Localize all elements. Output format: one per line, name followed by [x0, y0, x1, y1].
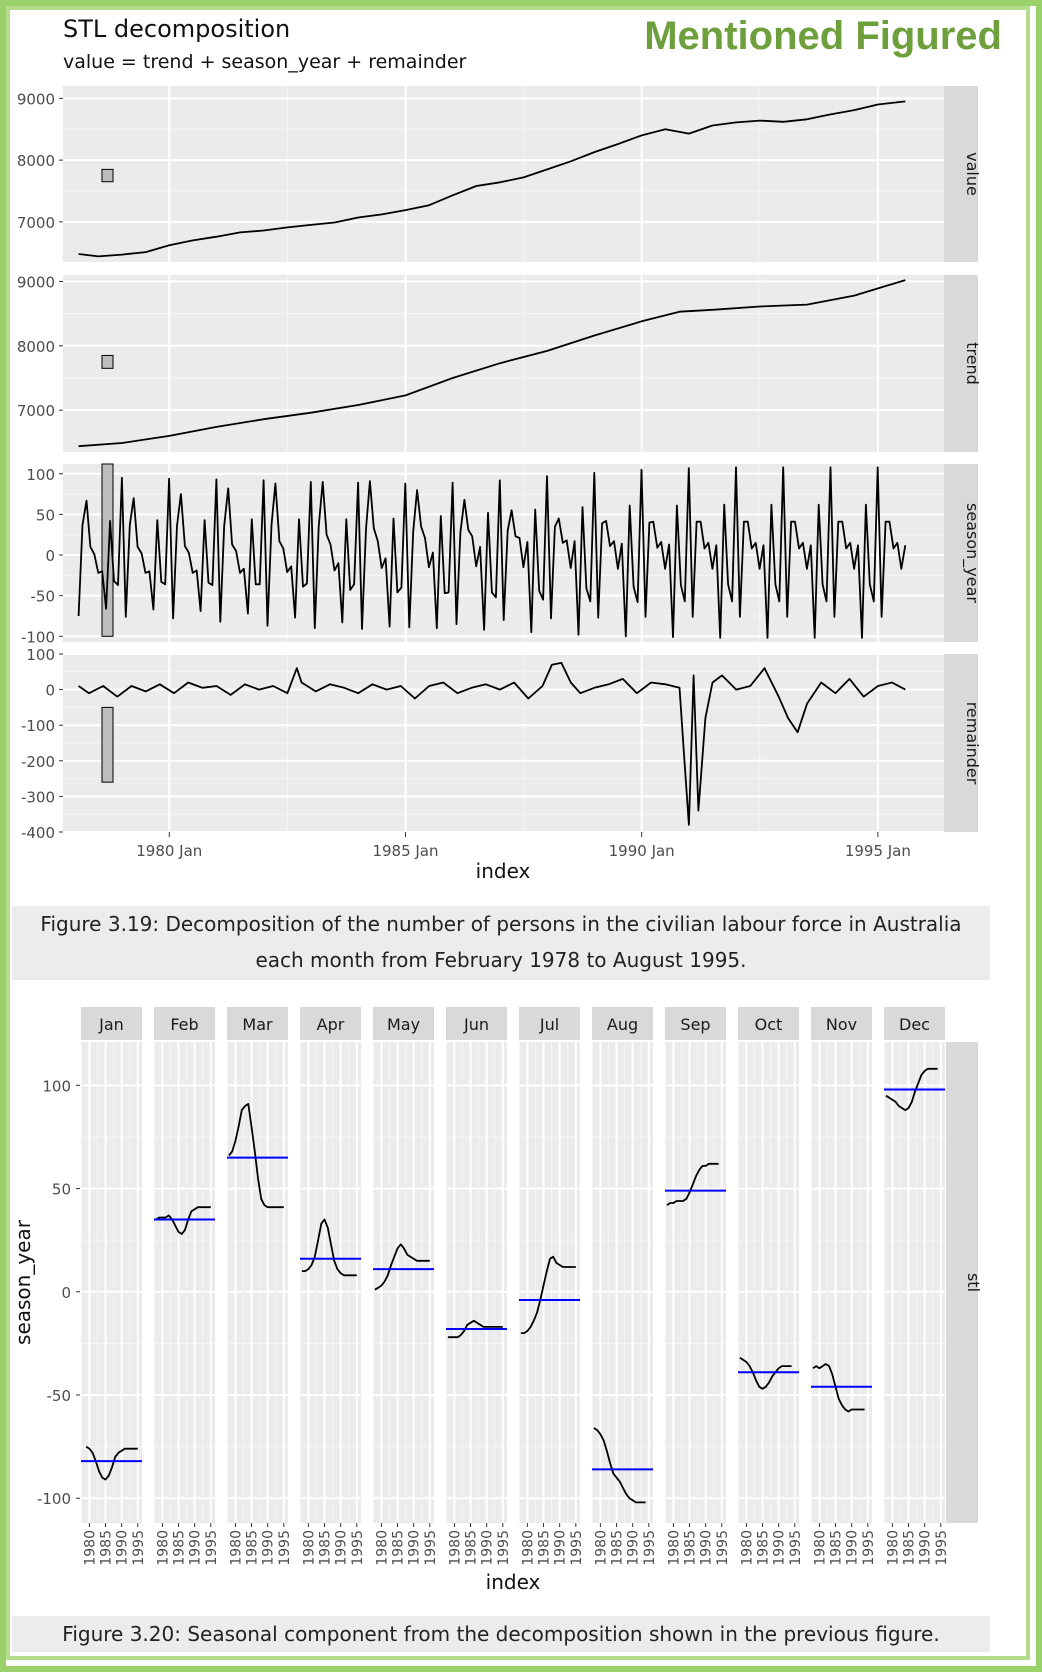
y-tick-label: 100	[26, 466, 55, 484]
y-tick-label: -100	[21, 717, 55, 735]
caption-line-1: Figure 3.19: Decomposition of the number…	[40, 912, 962, 936]
panel-strip	[944, 275, 978, 452]
panel-strip-label: value	[963, 152, 982, 196]
figure-3-19-caption: Figure 3.19: Decomposition of the number…	[12, 906, 990, 980]
caption-text: Figure 3.20: Seasonal component from the…	[62, 1622, 940, 1646]
watermark-text: Mentioned Figured	[644, 14, 1002, 58]
panel-remainder: remainder -400 -300 -200 -100 0 100	[21, 646, 982, 842]
y-tick-label: 8000	[17, 338, 55, 356]
y-tick-label: 7000	[17, 402, 55, 420]
x-tick-label: 1995 Jan	[845, 842, 911, 860]
scale-bar	[101, 168, 114, 183]
series-line-trend	[78, 279, 906, 448]
panel-trend: trend 7000 8000 9000	[17, 273, 982, 452]
x-tick-label: 1980 Jan	[136, 842, 202, 860]
y-tick-label: 0	[45, 682, 55, 700]
y-tick-label: -50	[31, 588, 56, 606]
scale-bar	[101, 354, 114, 369]
panel-strip-label: remainder	[963, 702, 982, 785]
x-tick-label: 1990 Jan	[609, 842, 675, 860]
y-tick-label: 9000	[17, 273, 55, 291]
y-tick-label: 7000	[17, 214, 55, 232]
panel-strip-label: trend	[963, 342, 982, 385]
y-tick-label: 8000	[17, 152, 55, 170]
scale-bar	[101, 706, 114, 783]
panel-season-year: season_year -100 -50 0 50 100	[21, 463, 982, 646]
caption-line-2: each month from February 1978 to August …	[255, 948, 747, 972]
panel-background	[63, 275, 944, 452]
y-tick-label: -400	[21, 824, 55, 842]
panel-background	[63, 86, 944, 262]
chart-title: STL decomposition	[63, 15, 290, 43]
panel-strip-label: season_year	[962, 503, 982, 603]
y-tick-label: -200	[21, 753, 55, 771]
y-tick-label: 50	[36, 506, 55, 524]
y-tick-label: 100	[26, 646, 55, 664]
y-tick-label: -100	[21, 628, 55, 646]
series-line-season-year	[77, 466, 907, 639]
series-line-remainder	[78, 662, 906, 826]
series-line-value	[78, 100, 906, 258]
y-tick-label: 9000	[17, 90, 55, 108]
stl-decomposition-chart: STL decomposition value = trend + season_…	[17, 15, 982, 883]
x-axis-label: index	[476, 859, 531, 883]
chart-subtitle: value = trend + season_year + remainder	[63, 51, 467, 73]
panel-strip	[944, 464, 978, 642]
scale-bar	[101, 463, 114, 637]
panel-strip	[944, 86, 978, 262]
x-tick-label: 1985 Jan	[372, 842, 438, 860]
panel-strip	[944, 654, 978, 832]
panel-value: value 7000 8000 9000	[17, 86, 982, 262]
y-tick-label: 0	[45, 547, 55, 565]
figure-3-20-caption: Figure 3.20: Seasonal component from the…	[12, 1616, 990, 1652]
y-tick-label: -300	[21, 788, 55, 806]
